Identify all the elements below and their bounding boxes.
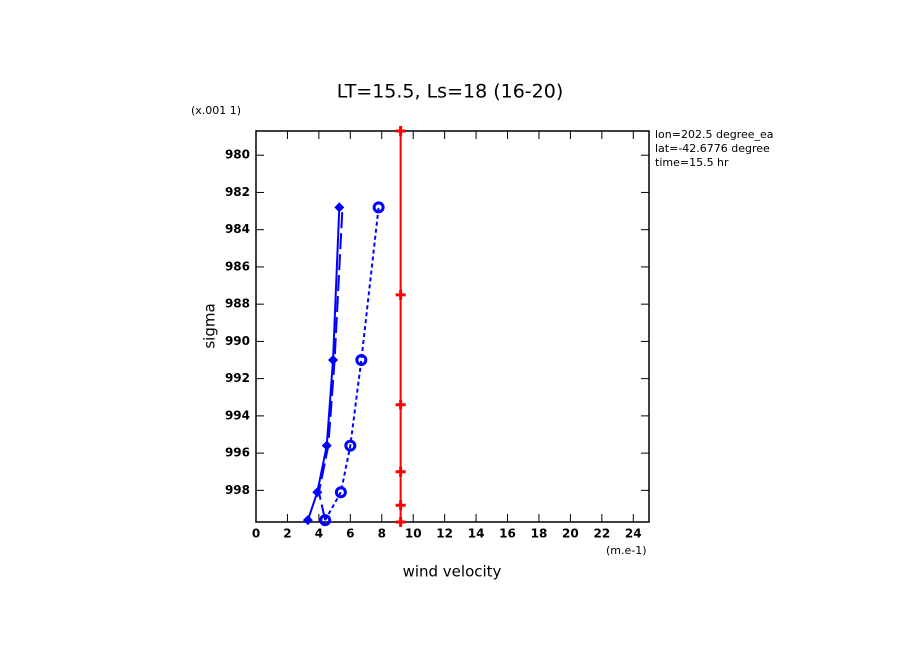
y-tick-label: 984	[225, 222, 250, 236]
point	[355, 354, 368, 367]
point	[395, 466, 406, 477]
x-tick-label: 12	[436, 527, 453, 541]
point	[334, 202, 345, 213]
annotations: lon=202.5 degree_ea lat=-42.6776 degree …	[655, 128, 774, 169]
y-tick-label: 982	[225, 185, 250, 199]
point	[395, 126, 406, 136]
point	[372, 201, 385, 214]
y-axis-label: sigma	[201, 303, 219, 348]
y-tick-label: 990	[225, 334, 250, 348]
point	[312, 487, 323, 498]
point	[395, 500, 406, 511]
y-tick-label: 998	[225, 483, 250, 497]
x-tick-label: 8	[378, 527, 386, 541]
chart-title: LT=15.5, Ls=18 (16-20)	[337, 81, 564, 103]
x-tick-label: 2	[283, 527, 291, 541]
point	[328, 355, 339, 366]
annotation: lon=202.5 degree_ea	[655, 128, 774, 141]
y-tick-label: 986	[225, 259, 250, 273]
x-axis-label: wind velocity	[403, 563, 502, 581]
x-tick-label: 20	[562, 527, 579, 541]
x-tick-label: 0	[252, 527, 260, 541]
x-tick-label: 10	[405, 527, 422, 541]
y-tick-label: 988	[225, 297, 250, 311]
point	[319, 514, 332, 527]
y-tick-label: 994	[225, 408, 250, 422]
series-line	[324, 207, 380, 521]
point	[302, 515, 313, 526]
point	[334, 486, 347, 499]
y-units: (x.001 1)	[191, 104, 241, 117]
plot-frame	[255, 130, 650, 523]
point	[395, 399, 406, 410]
y-tick-label: 992	[225, 371, 250, 385]
point	[395, 289, 406, 300]
annotation: time=15.5 hr	[655, 156, 729, 169]
point	[344, 439, 357, 452]
x-tick-label: 24	[625, 527, 642, 541]
x-units: (m.e-1)	[606, 544, 647, 557]
x-tick-label: 4	[315, 527, 323, 541]
x-tick-label: 18	[531, 527, 548, 541]
point	[395, 517, 406, 527]
annotation: lat=-42.6776 degree	[655, 142, 770, 155]
x-tick-label: 22	[593, 527, 610, 541]
x-tick-label: 16	[499, 527, 516, 541]
y-tick-label: 980	[225, 148, 250, 162]
x-tick-label: 14	[468, 527, 485, 541]
x-tick-label: 6	[346, 527, 354, 541]
y-tick-label: 996	[225, 446, 250, 460]
series-line	[317, 207, 344, 521]
